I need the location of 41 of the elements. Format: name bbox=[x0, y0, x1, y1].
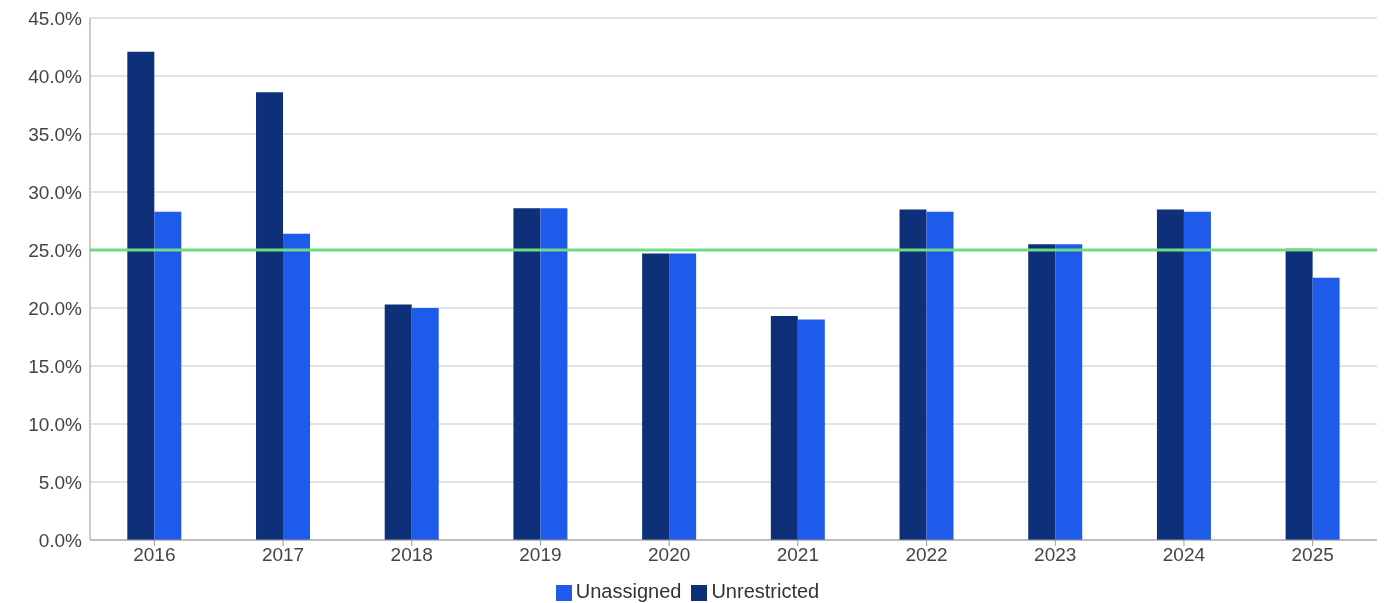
bar bbox=[384, 304, 412, 540]
y-tick-label: 5.0% bbox=[38, 471, 83, 493]
bar bbox=[411, 308, 439, 540]
bar bbox=[1055, 244, 1083, 540]
y-tick-label: 30.0% bbox=[28, 181, 83, 203]
y-tick-label: 35.0% bbox=[28, 123, 83, 145]
x-tick-label: 2019 bbox=[519, 544, 562, 566]
bar bbox=[127, 51, 155, 540]
x-tick-label: 2018 bbox=[390, 544, 433, 566]
bar bbox=[642, 253, 670, 540]
bar bbox=[540, 208, 568, 540]
x-tick-label: 2016 bbox=[133, 544, 176, 566]
y-tick-label: 10.0% bbox=[28, 413, 83, 435]
x-tick-label: 2025 bbox=[1291, 544, 1334, 566]
bar bbox=[283, 233, 311, 540]
bar bbox=[256, 92, 284, 540]
bar bbox=[513, 208, 541, 540]
y-tick-label: 40.0% bbox=[28, 65, 83, 87]
legend-label: Unassigned bbox=[575, 580, 682, 602]
y-tick-label: 25.0% bbox=[28, 239, 83, 261]
x-tick-label: 2024 bbox=[1162, 544, 1206, 566]
bar bbox=[770, 316, 798, 540]
bar bbox=[1028, 244, 1056, 540]
y-tick-label: 0.0% bbox=[38, 529, 83, 551]
y-tick-label: 15.0% bbox=[28, 355, 83, 377]
bar bbox=[1183, 211, 1211, 540]
x-tick-label: 2020 bbox=[648, 544, 691, 566]
bar bbox=[797, 319, 825, 540]
bar bbox=[1156, 209, 1184, 540]
bar bbox=[1312, 277, 1340, 540]
y-tick-label: 20.0% bbox=[28, 297, 83, 319]
x-tick-label: 2021 bbox=[776, 544, 819, 566]
bar bbox=[899, 209, 927, 540]
y-tick-label: 45.0% bbox=[28, 7, 83, 29]
x-tick-label: 2023 bbox=[1034, 544, 1077, 566]
bar bbox=[669, 253, 697, 540]
x-tick-label: 2017 bbox=[261, 544, 305, 566]
x-tick-label: 2022 bbox=[905, 544, 948, 566]
bar bbox=[154, 211, 182, 540]
legend-label: Unrestricted bbox=[711, 580, 820, 602]
bar bbox=[926, 211, 954, 540]
